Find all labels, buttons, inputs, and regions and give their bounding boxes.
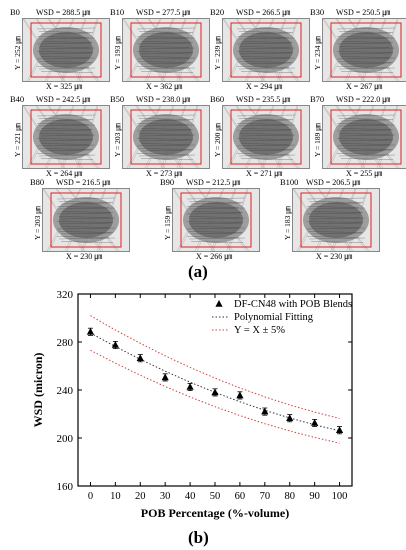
wear-scar-micrograph xyxy=(122,105,210,169)
y-dimension-label: Y = 193 ㎛ xyxy=(113,36,122,70)
wear-scar-micrograph xyxy=(172,188,260,252)
y-tick-label: 240 xyxy=(57,385,74,397)
data-point xyxy=(335,426,344,433)
y-tick-label: 280 xyxy=(57,337,74,349)
x-dimension-label: X = 271 ㎛ xyxy=(246,169,283,178)
x-dimension-label: X = 255 ㎛ xyxy=(346,169,383,178)
wear-scar-micrograph xyxy=(42,188,130,252)
x-tick-label: 100 xyxy=(332,491,348,502)
y-dimension-label: Y = 159 ㎛ xyxy=(163,206,172,240)
image-label: B90 xyxy=(160,177,175,187)
image-label: B0 xyxy=(10,7,20,17)
wear-scar-micrograph xyxy=(322,18,406,82)
x-tick-label: 10 xyxy=(110,491,121,502)
wear-scar-micrograph xyxy=(222,105,310,169)
x-dimension-label: X = 264 ㎛ xyxy=(46,169,83,178)
x-tick-label: 30 xyxy=(160,491,171,502)
legend-marker-triangle xyxy=(215,300,223,307)
image-label: B20 xyxy=(210,7,225,17)
wsd-label: WSD = 212.5 ㎛ xyxy=(186,178,241,187)
x-dimension-label: X = 362 ㎛ xyxy=(146,82,183,91)
x-tick-label: 0 xyxy=(88,491,93,502)
wsd-label: WSD = 266.5 ㎛ xyxy=(236,8,291,17)
x-dimension-label: X = 273 ㎛ xyxy=(146,169,183,178)
data-point xyxy=(236,391,244,399)
panel-b-caption: (b) xyxy=(188,528,209,547)
wsd-label: WSD = 222.0 ㎛ xyxy=(336,95,391,104)
wsd-label: WSD = 238.0 ㎛ xyxy=(136,95,191,104)
x-tick-label: 80 xyxy=(284,491,295,502)
data-point xyxy=(86,327,95,335)
data-point xyxy=(111,341,119,348)
y-dimension-label: Y = 189 ㎛ xyxy=(313,123,322,157)
image-label: B10 xyxy=(110,7,125,17)
wsd-label: WSD = 288.5 ㎛ xyxy=(36,8,91,17)
y-dimension-label: Y = 252 ㎛ xyxy=(13,36,22,70)
x-dimension-label: X = 267 ㎛ xyxy=(346,82,383,91)
y-dimension-label: Y = 203 ㎛ xyxy=(33,206,42,240)
image-label: B40 xyxy=(10,94,25,104)
y-tick-label: 200 xyxy=(57,433,74,445)
x-dimension-label: X = 294 ㎛ xyxy=(246,82,283,91)
x-dimension-label: X = 266 ㎛ xyxy=(196,252,233,261)
legend-label: DF-CN48 with POB Blends xyxy=(234,299,352,310)
x-dimension-label: X = 325 ㎛ xyxy=(46,82,83,91)
wear-scar-micrograph xyxy=(22,105,110,169)
wear-scar-micrograph xyxy=(122,18,210,82)
wsd-label: WSD = 242.5 ㎛ xyxy=(36,95,91,104)
x-tick-label: 20 xyxy=(135,491,146,502)
x-tick-label: 90 xyxy=(309,491,320,502)
data-point xyxy=(136,354,144,361)
wear-scar-micrograph xyxy=(222,18,310,82)
wsd-label: WSD = 235.5 ㎛ xyxy=(236,95,291,104)
wsd-chart: 160 200 240 280 320 0 10 20 30 40 50 60 70 80 90 100 POB… xyxy=(31,290,353,520)
x-tick-label: 60 xyxy=(235,491,246,502)
legend-label: Y = X ± 5% xyxy=(234,325,285,336)
wsd-label: WSD = 277.5 ㎛ xyxy=(136,8,191,17)
data-point xyxy=(261,407,269,415)
image-label: B50 xyxy=(110,94,125,104)
wsd-label: WSD = 216.5 ㎛ xyxy=(56,178,111,187)
y-dimension-label: Y = 239 ㎛ xyxy=(213,36,222,70)
x-axis-label: POB Percentage (%-volume) xyxy=(141,506,289,520)
wsd-label: WSD = 250.5 ㎛ xyxy=(336,8,391,17)
tolerance-band-line xyxy=(90,349,340,444)
x-tick-label: 70 xyxy=(260,491,271,502)
y-dimension-label: Y = 203 ㎛ xyxy=(113,123,122,157)
y-dimension-label: Y = 200 ㎛ xyxy=(213,123,222,157)
y-dimension-label: Y = 183 ㎛ xyxy=(283,206,292,240)
wsd-label: WSD = 206.5 ㎛ xyxy=(306,178,361,187)
polynomial-fit-line xyxy=(90,332,340,432)
y-dimension-label: Y = 221 ㎛ xyxy=(13,123,22,157)
wear-scar-micrograph xyxy=(292,188,380,252)
image-label: B70 xyxy=(310,94,325,104)
data-point xyxy=(211,388,219,396)
wear-scar-micrograph xyxy=(322,105,406,169)
x-tick-label: 50 xyxy=(210,491,221,502)
data-point xyxy=(186,383,194,390)
image-label: B60 xyxy=(210,94,225,104)
x-tick-label: 40 xyxy=(185,491,196,502)
data-point xyxy=(286,414,294,421)
legend-label: Polynomial Fitting xyxy=(234,312,314,323)
wear-scar-micrograph xyxy=(22,18,110,82)
data-point xyxy=(161,373,169,381)
y-tick-label: 320 xyxy=(57,290,74,301)
y-tick-label: 160 xyxy=(57,481,74,493)
x-dimension-label: X = 230 ㎛ xyxy=(66,252,103,261)
x-dimension-label: X = 230 ㎛ xyxy=(316,252,353,261)
data-point xyxy=(311,419,319,426)
image-label: B30 xyxy=(310,7,325,17)
y-dimension-label: Y = 234 ㎛ xyxy=(313,36,322,70)
tolerance-band-line xyxy=(90,315,340,419)
image-label: B80 xyxy=(30,177,45,187)
y-axis-label: WSD (micron) xyxy=(31,353,45,428)
panel-a-caption: (a) xyxy=(188,262,208,281)
image-label: B100 xyxy=(280,177,299,187)
